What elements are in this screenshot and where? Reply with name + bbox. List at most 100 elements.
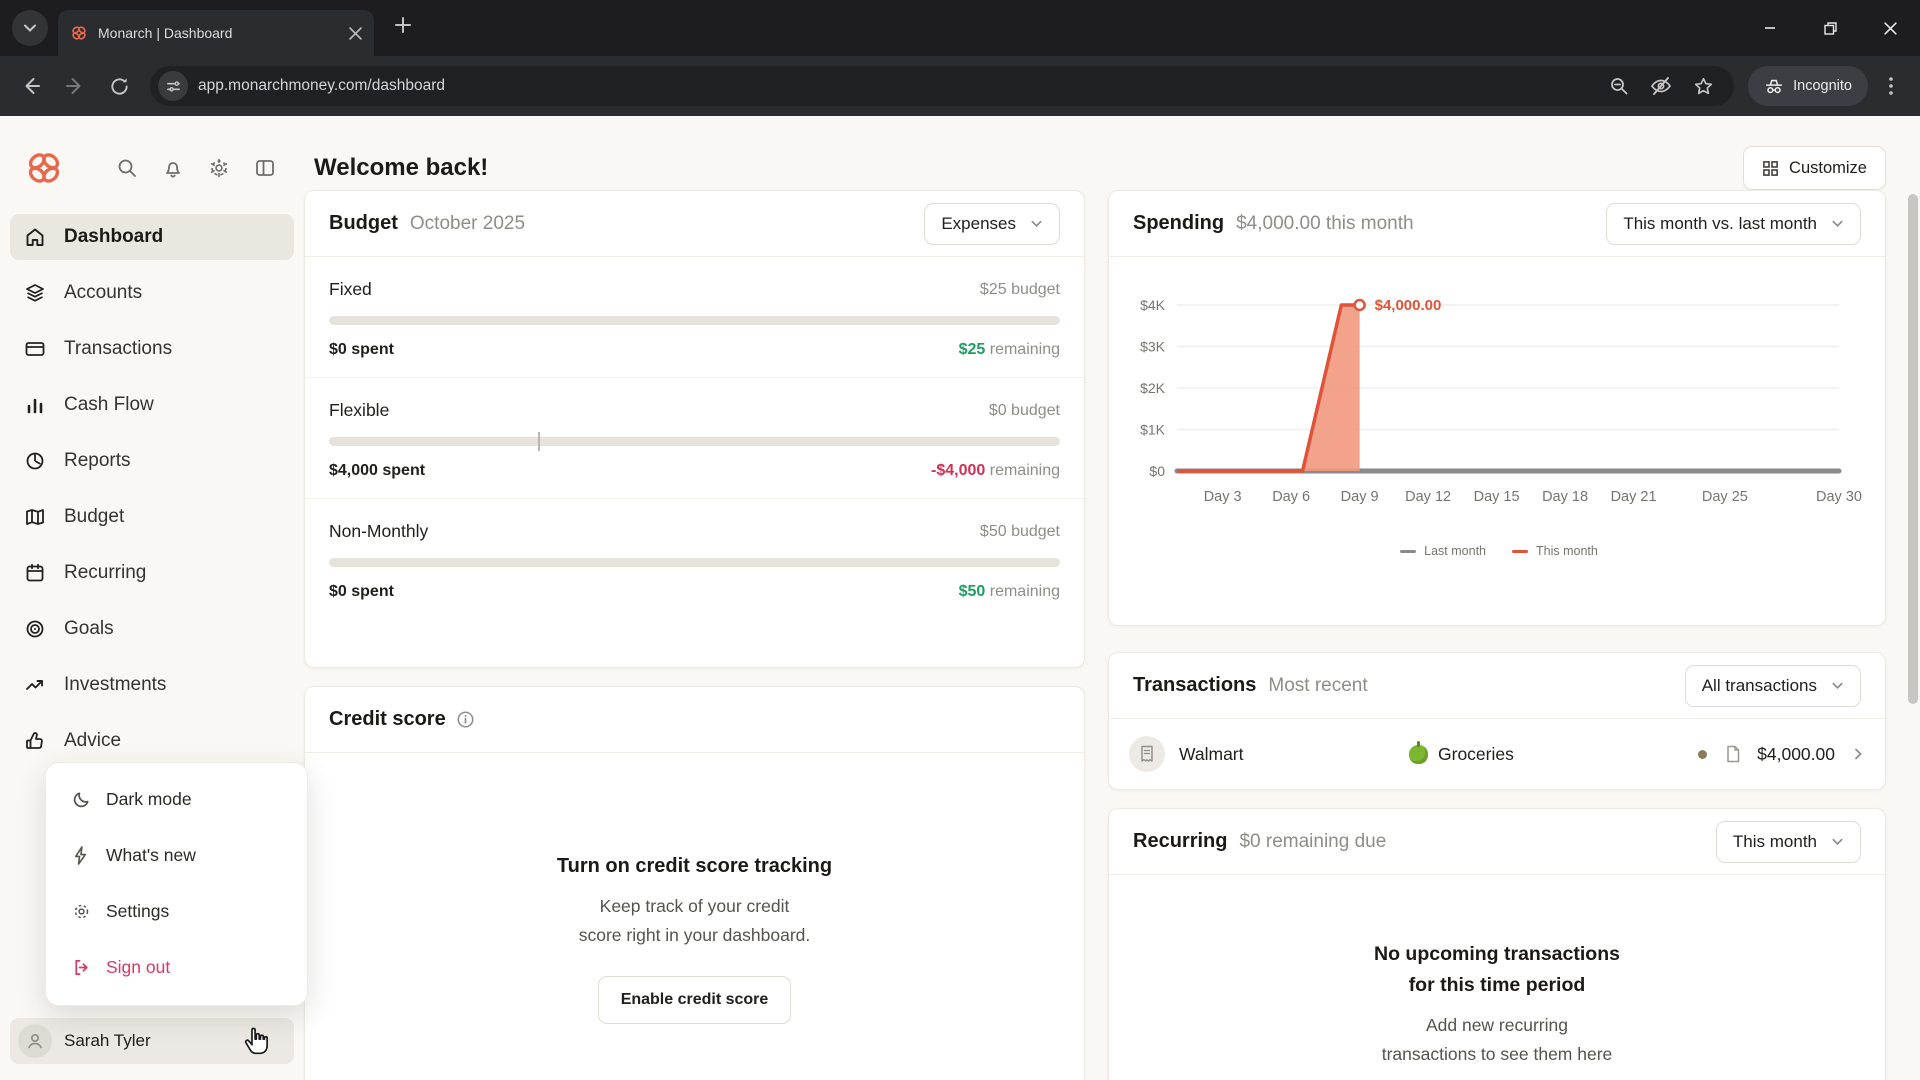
svg-text:$2K: $2K <box>1140 380 1166 396</box>
zoom-out-button[interactable] <box>1600 67 1638 105</box>
transaction-amount: $4,000.00 <box>1757 744 1835 765</box>
restore-button[interactable] <box>1800 0 1860 56</box>
transaction-category[interactable]: Groceries <box>1409 744 1698 765</box>
sidebar-item-dashboard[interactable]: Dashboard <box>10 214 294 260</box>
credit-card-icon <box>24 338 48 360</box>
sidebar-item-investments[interactable]: Investments <box>10 662 294 708</box>
budget-row-name: Flexible <box>329 400 389 421</box>
budget-dropdown-value: Expenses <box>941 214 1016 234</box>
budget-progress-bar <box>329 437 1060 446</box>
recurring-empty-line1: No upcoming transactions <box>1374 943 1620 965</box>
tab-close-button[interactable] <box>349 27 362 40</box>
credit-description: Keep track of your credit score right in… <box>579 892 811 950</box>
chevron-right-icon[interactable] <box>1851 747 1865 761</box>
sidebar-item-recurring[interactable]: Recurring <box>10 550 294 596</box>
sidebar-item-transactions[interactable]: Transactions <box>10 326 294 372</box>
menu-item-label: What's new <box>106 845 196 866</box>
review-status-dot <box>1698 750 1707 759</box>
sidebar-item-cash-flow[interactable]: Cash Flow <box>10 382 294 428</box>
menu-item-dark-mode[interactable]: Dark mode <box>46 771 307 827</box>
browser-toolbar: app.monarchmoney.com/dashboard Incognito <box>0 56 1920 116</box>
reload-button[interactable] <box>100 67 138 105</box>
user-name: Sarah Tyler <box>64 1031 151 1051</box>
budget-row-non-monthly[interactable]: Non-Monthly $50 budget $0 spent $50 rema… <box>305 499 1084 619</box>
customize-button[interactable]: Customize <box>1743 146 1886 190</box>
sidebar-item-reports[interactable]: Reports <box>10 438 294 484</box>
butterfly-logo-icon <box>24 148 64 188</box>
category-label: Groceries <box>1438 744 1514 765</box>
browser-tab[interactable]: Monarch | Dashboard <box>58 10 374 56</box>
incognito-badge: Incognito <box>1748 66 1868 106</box>
svg-text:$1K: $1K <box>1140 422 1166 438</box>
legend-swatch-red <box>1512 550 1528 553</box>
settings-button[interactable] <box>196 150 242 186</box>
reload-icon <box>109 76 130 97</box>
page-title: Welcome back! <box>314 154 488 182</box>
svg-text:Day 12: Day 12 <box>1405 489 1451 505</box>
password-eye-off-button[interactable] <box>1642 67 1680 105</box>
recurring-empty-line3: Add new recurring <box>1426 1015 1568 1035</box>
budget-type-dropdown[interactable]: Expenses <box>924 203 1060 245</box>
recurring-range-dropdown[interactable]: This month <box>1716 821 1861 863</box>
recurring-dropdown-value: This month <box>1733 832 1817 852</box>
menu-item-settings[interactable]: Settings <box>46 883 307 939</box>
bookmark-star-button[interactable] <box>1684 67 1722 105</box>
browser-menu-button[interactable] <box>1874 67 1908 105</box>
gear-icon <box>72 902 92 921</box>
sidebar-item-advice[interactable]: Advice <box>10 718 294 764</box>
chevron-down-icon <box>1831 217 1844 230</box>
tab-search-button[interactable] <box>12 10 48 46</box>
transaction-row[interactable]: Walmart Groceries $4,000.00 <box>1109 719 1885 789</box>
collapse-sidebar-button[interactable] <box>242 150 288 186</box>
legend-this-month: This month <box>1512 544 1598 558</box>
sidebar-item-budget[interactable]: Budget <box>10 494 294 540</box>
forward-button[interactable] <box>56 67 94 105</box>
spending-subtitle: $4,000.00 this month <box>1236 213 1413 235</box>
legend-label: This month <box>1536 544 1598 558</box>
svg-text:$0: $0 <box>1149 463 1165 479</box>
close-window-button[interactable] <box>1860 0 1920 56</box>
window-controls <box>1740 0 1920 56</box>
sidebar-item-accounts[interactable]: Accounts <box>10 270 294 316</box>
budget-row-flexible[interactable]: Flexible $0 budget $4,000 spent -$4,000 … <box>305 378 1084 499</box>
new-tab-button[interactable] <box>394 16 412 34</box>
remaining-label: remaining <box>985 341 1060 358</box>
sidebar-item-goals[interactable]: Goals <box>10 606 294 652</box>
remaining-value: -$4,000 <box>931 462 985 479</box>
eye-off-icon <box>1650 75 1672 97</box>
home-icon <box>24 226 48 248</box>
budget-row-remaining: $25 remaining <box>959 341 1060 359</box>
search-button[interactable] <box>104 150 150 186</box>
menu-item-whats-new[interactable]: What's new <box>46 827 307 883</box>
menu-item-sign-out[interactable]: Sign out <box>46 939 307 995</box>
page-header: Welcome back! Customize <box>304 116 1920 188</box>
monarch-favicon <box>70 24 88 42</box>
enable-credit-score-button[interactable]: Enable credit score <box>598 976 792 1024</box>
page-scrollbar-thumb[interactable] <box>1908 194 1918 704</box>
minimize-button[interactable] <box>1740 0 1800 56</box>
budget-card: Budget October 2025 Expenses Fixed $25 b… <box>304 190 1085 668</box>
legend-last-month: Last month <box>1400 544 1486 558</box>
back-button[interactable] <box>12 67 50 105</box>
spending-chart: $4K$3K$2K$1K$0Day 3Day 6Day 9Day 12Day 1… <box>1109 257 1885 558</box>
credit-desc-line1: Keep track of your credit <box>600 896 790 916</box>
transactions-filter-dropdown[interactable]: All transactions <box>1685 665 1861 707</box>
budget-row-fixed[interactable]: Fixed $25 budget $0 spent $25 remaining <box>305 257 1084 378</box>
monarch-app: Dashboard Accounts Transactions Cash Flo… <box>0 116 1920 1080</box>
url-bar-actions <box>1600 67 1726 105</box>
monarch-logo[interactable] <box>24 148 64 188</box>
url-text[interactable]: app.monarchmoney.com/dashboard <box>198 77 1590 95</box>
customize-label: Customize <box>1789 159 1867 178</box>
budget-row-budget: $0 budget <box>989 402 1060 420</box>
budget-row-name: Fixed <box>329 279 372 300</box>
info-icon[interactable] <box>456 710 475 729</box>
notifications-button[interactable] <box>150 150 196 186</box>
bolt-icon <box>72 846 92 865</box>
note-document-icon <box>1725 745 1741 763</box>
bell-icon <box>162 157 184 179</box>
credit-heading: Turn on credit score tracking <box>557 855 832 878</box>
spending-range-dropdown[interactable]: This month vs. last month <box>1606 203 1861 245</box>
transaction-merchant: Walmart <box>1179 744 1409 765</box>
site-info-button[interactable] <box>158 71 188 101</box>
url-bar[interactable]: app.monarchmoney.com/dashboard <box>150 66 1734 106</box>
